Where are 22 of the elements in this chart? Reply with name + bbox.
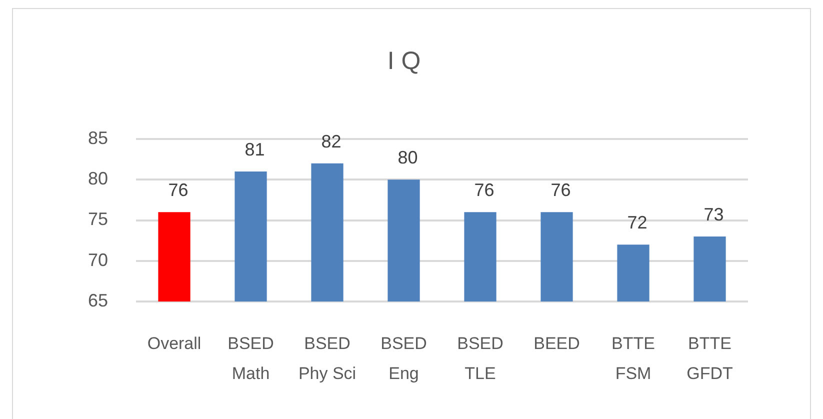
data-label: 82: [321, 131, 342, 152]
data-label: 72: [627, 212, 648, 233]
y-tick-label: 65: [88, 290, 108, 310]
y-tick-label: 75: [88, 209, 108, 230]
data-label: 81: [244, 139, 265, 160]
data-label: 76: [550, 180, 571, 200]
x-tick-label: BSED Phy Sci: [298, 334, 356, 383]
x-tick-label: BTTE FSM: [612, 334, 655, 383]
x-tick-label: BSED Eng: [380, 334, 427, 383]
x-tick-label: BSED TLE: [457, 334, 504, 383]
y-tick-label: 80: [88, 168, 108, 189]
x-tick-label: BTTE GFDT: [686, 334, 733, 383]
x-tick-label: Overall: [147, 334, 202, 354]
data-label: 73: [704, 204, 724, 224]
data-label: 80: [398, 148, 418, 168]
x-tick-label: BSED Math: [228, 334, 274, 383]
x-tick-label: BEED: [534, 334, 580, 354]
chart-title: I Q: [387, 46, 421, 75]
data-label: 76: [474, 180, 494, 200]
data-label: 76: [168, 180, 188, 200]
y-tick-label: 70: [88, 250, 108, 270]
y-tick-label: 85: [88, 128, 108, 148]
